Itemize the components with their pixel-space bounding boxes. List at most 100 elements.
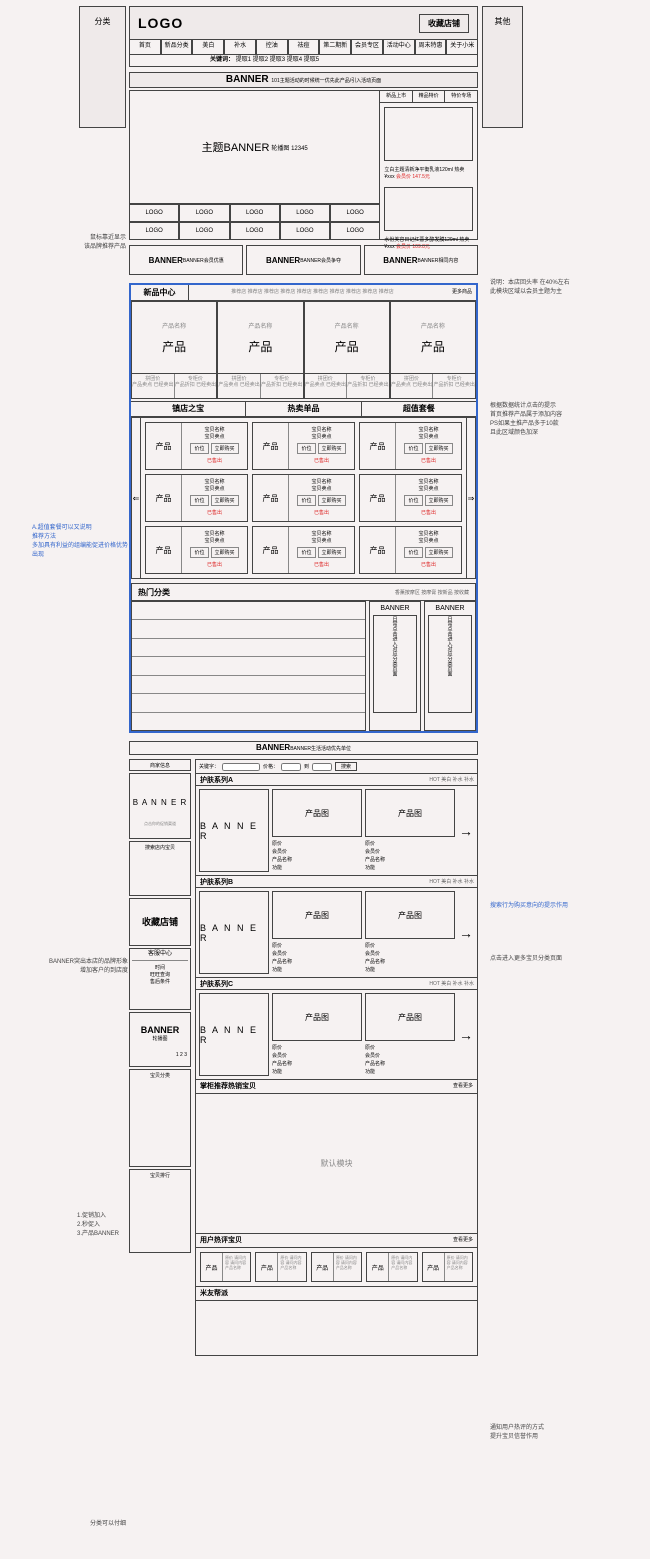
- fav-store-box[interactable]: 收藏店铺: [129, 898, 191, 946]
- product-card[interactable]: 产品 宝贝名称宝贝卖点 价位立即购买 已售出: [145, 474, 248, 522]
- np-title: 新品中心: [131, 285, 189, 300]
- header: LOGO 收藏店铺: [129, 6, 478, 40]
- search-button[interactable]: 搜索: [335, 762, 357, 771]
- hot-list-row[interactable]: [132, 657, 365, 675]
- review-card[interactable]: 产品原价 请问内容 请问内容 产品名称: [422, 1252, 473, 1282]
- nav-item[interactable]: 关于小米: [446, 40, 478, 55]
- product-card[interactable]: 产品 宝贝名称宝贝卖点 价位立即购买 已售出: [359, 422, 462, 470]
- series-product[interactable]: 产品图 原价会员价产品名称功能: [365, 891, 455, 974]
- np-card[interactable]: 产品名称产品 拼团价产品卖点 已经卖出 专柜价产品折扣 已经卖出: [304, 301, 390, 399]
- prev-arrow[interactable]: ⇐: [131, 417, 141, 579]
- brand-logo[interactable]: LOGO: [129, 204, 179, 222]
- tab-treasure[interactable]: 镇店之宝: [131, 402, 246, 416]
- next-arrow[interactable]: ⇒: [466, 417, 476, 579]
- brand-logo[interactable]: LOGO: [230, 204, 280, 222]
- user-review-more[interactable]: 查看更多: [453, 1234, 473, 1247]
- hot-list-row[interactable]: [132, 694, 365, 712]
- series-banner[interactable]: B A N N E R: [199, 993, 269, 1076]
- hero-banner-text: 主题BANNER: [202, 139, 270, 155]
- np-more[interactable]: 更多商品: [436, 285, 476, 300]
- hero-banner[interactable]: 主题BANNER 轮播图 12345: [129, 90, 380, 204]
- series-product[interactable]: 产品图 原价会员价产品名称功能: [365, 789, 455, 872]
- recommend-header: 掌柜推荐热销宝贝查看更多: [196, 1080, 477, 1094]
- search-to: 到: [304, 763, 309, 770]
- product-card[interactable]: 产品 宝贝名称宝贝卖点 价位立即购买 已售出: [145, 526, 248, 574]
- search-kw-input[interactable]: [222, 763, 260, 771]
- recommend-more[interactable]: 查看更多: [453, 1080, 473, 1093]
- left-banner[interactable]: B A N N E R 点击你的促销渠道: [129, 773, 191, 839]
- brand-logo[interactable]: LOGO: [179, 204, 229, 222]
- nav-item[interactable]: 首页: [129, 40, 161, 55]
- nav-item[interactable]: 补水: [224, 40, 256, 55]
- hot-list-row[interactable]: [132, 602, 365, 620]
- product-category[interactable]: 宝贝分类: [129, 1069, 191, 1167]
- brand-logo[interactable]: LOGO: [280, 204, 330, 222]
- review-card[interactable]: 产品原价 请问内容 请问内容 产品名称: [311, 1252, 362, 1282]
- anno-category-link: 点击进入更多宝贝分类页面: [490, 955, 600, 964]
- nav-item[interactable]: 美白: [192, 40, 224, 55]
- product-card[interactable]: 产品 宝贝名称宝贝卖点 价位立即购买 已售出: [252, 474, 355, 522]
- search-price-from[interactable]: [281, 763, 301, 771]
- np-card[interactable]: 产品名称产品 拼团价产品卖点 已经卖出 专柜价产品折扣 已经卖出: [217, 301, 303, 399]
- member-banner[interactable]: BANNERBANNER会员优惠: [129, 245, 243, 275]
- review-card[interactable]: 产品原价 请问内容 请问内容 产品名称: [366, 1252, 417, 1282]
- series-product[interactable]: 产品图 原价会员价产品名称功能: [272, 789, 362, 872]
- brand-logo[interactable]: LOGO: [330, 222, 380, 240]
- hot-banner[interactable]: BANNER 日常点击进入对应分类页面: [369, 601, 421, 731]
- hot-list-row[interactable]: [132, 620, 365, 638]
- np-tags: 推荐店 推荐店 推荐店 推荐店 推荐店 推荐店 推荐店 推荐店 推荐店 推荐店: [189, 285, 436, 300]
- hero-tab[interactable]: 新品上市: [380, 91, 413, 103]
- left-banner-carousel[interactable]: BANNER 轮播图 1 2 3: [129, 1012, 191, 1067]
- member-banner[interactable]: BANNERBANNER会员争夺: [246, 245, 360, 275]
- product-rank[interactable]: 宝贝排行: [129, 1169, 191, 1253]
- series-product[interactable]: 产品图 原价会员价产品名称功能: [272, 993, 362, 1076]
- nav-item[interactable]: 祛痘: [288, 40, 320, 55]
- hero-promo-img[interactable]: [384, 107, 473, 161]
- series-product[interactable]: 产品图 原价会员价产品名称功能: [272, 891, 362, 974]
- hot-list-row[interactable]: [132, 676, 365, 694]
- product-card[interactable]: 产品 宝贝名称宝贝卖点 价位立即购买 已售出: [252, 422, 355, 470]
- review-card[interactable]: 产品原价 请问内容 请问内容 产品名称: [200, 1252, 251, 1282]
- fav-store-button[interactable]: 收藏店铺: [419, 14, 469, 33]
- product-card[interactable]: 产品 宝贝名称宝贝卖点 价位立即购买 已售出: [359, 474, 462, 522]
- series-more-arrow[interactable]: →: [458, 993, 474, 1076]
- series-more-arrow[interactable]: →: [458, 891, 474, 974]
- nav-item[interactable]: 活动中心: [383, 40, 415, 55]
- tab-hot[interactable]: 热卖单品: [246, 402, 361, 416]
- review-card[interactable]: 产品原价 请问内容 请问内容 产品名称: [255, 1252, 306, 1282]
- nav-item[interactable]: 第二期新: [319, 40, 351, 55]
- product-card[interactable]: 产品 宝贝名称宝贝卖点 价位立即购买 已售出: [359, 526, 462, 574]
- brand-logo[interactable]: LOGO: [280, 222, 330, 240]
- nav-item[interactable]: 控油: [256, 40, 288, 55]
- hot-list-row[interactable]: [132, 713, 365, 731]
- search-in-store[interactable]: 搜索店内宝贝: [129, 841, 191, 896]
- series-product[interactable]: 产品图 原价会员价产品名称功能: [365, 993, 455, 1076]
- nav-item[interactable]: 会员专区: [351, 40, 383, 55]
- hero: 主题BANNER 轮播图 12345 LOGO LOGO LOGO LOGO L…: [129, 90, 478, 240]
- product-card[interactable]: 产品 宝贝名称宝贝卖点 价位立即购买 已售出: [145, 422, 248, 470]
- brand-logo[interactable]: LOGO: [129, 222, 179, 240]
- hero-promo-img[interactable]: [384, 187, 473, 231]
- hot-filters[interactable]: 香薰按摩区 按摩膏 按新品 按收藏: [395, 589, 475, 596]
- hero-tab[interactable]: 特价专场: [445, 91, 477, 103]
- nav-item[interactable]: 新品分类: [161, 40, 193, 55]
- np-card[interactable]: 产品名称产品 拼团价产品卖点 已经卖出 专柜价产品折扣 已经卖出: [131, 301, 217, 399]
- series-banner[interactable]: B A N N E R: [199, 891, 269, 974]
- member-banner[interactable]: BANNERBANNER相同内容: [364, 245, 478, 275]
- brand-logo[interactable]: LOGO: [179, 222, 229, 240]
- anno-search-intent: 搜索行为购买意向的提示作用: [490, 902, 600, 911]
- brand-logo-grid: LOGO LOGO LOGO LOGO LOGO LOGO LOGO LOGO …: [129, 204, 380, 240]
- recommend-placeholder: 默认模块: [196, 1094, 477, 1234]
- hot-banner[interactable]: BANNER 日常点击进入对应分类页面: [424, 601, 476, 731]
- hero-tab[interactable]: 精品特价: [413, 91, 446, 103]
- np-card[interactable]: 产品名称产品 拼团价产品卖点 已经卖出 专柜价产品折扣 已经卖出: [390, 301, 476, 399]
- tab-combo[interactable]: 超值套餐: [362, 402, 476, 416]
- search-price-to[interactable]: [312, 763, 332, 771]
- brand-logo[interactable]: LOGO: [330, 204, 380, 222]
- hot-list-row[interactable]: [132, 639, 365, 657]
- product-card[interactable]: 产品 宝贝名称宝贝卖点 价位立即购买 已售出: [252, 526, 355, 574]
- nav-item[interactable]: 周末特惠: [415, 40, 447, 55]
- brand-logo[interactable]: LOGO: [230, 222, 280, 240]
- series-banner[interactable]: B A N N E R: [199, 789, 269, 872]
- series-more-arrow[interactable]: →: [458, 789, 474, 872]
